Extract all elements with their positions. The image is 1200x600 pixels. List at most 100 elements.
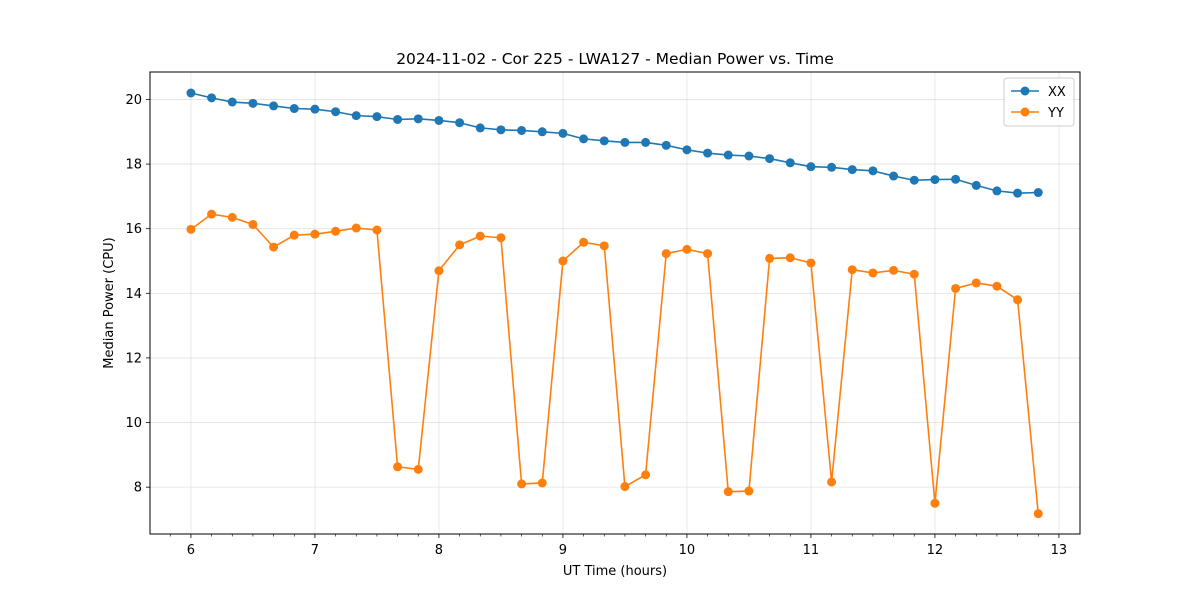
data-point-xx [703,148,713,158]
data-point-xx [475,123,485,133]
data-point-xx [434,115,444,125]
x-tick-label: 11 [803,543,820,558]
data-point-xx [827,162,837,172]
legend-marker-xx [1020,86,1030,96]
data-point-xx [207,93,217,103]
data-point-xx [227,97,237,107]
data-point-yy [992,281,1002,291]
data-point-yy [413,464,423,474]
data-point-yy [868,268,878,278]
data-point-yy [434,266,444,276]
data-point-yy [517,479,527,489]
chart-title: 2024-11-02 - Cor 225 - LWA127 - Median P… [396,50,834,68]
data-point-xx [517,125,527,135]
data-point-xx [248,98,258,108]
data-point-xx [765,154,775,164]
data-point-xx [661,140,671,150]
x-tick-label: 13 [1051,543,1068,558]
data-point-yy [723,487,733,497]
data-point-yy [682,244,692,254]
data-point-yy [455,240,465,250]
data-point-yy [847,265,857,275]
x-tick-label: 8 [435,543,443,558]
data-point-xx [455,118,465,128]
data-point-yy [971,278,981,288]
x-tick-label: 6 [187,543,195,558]
data-point-yy [827,477,837,487]
data-point-yy [641,470,651,480]
x-axis: 6 7 8 9 10 11 12 13 [169,534,1068,558]
data-point-xx [413,114,423,124]
data-point-xx [186,88,196,98]
data-point-yy [909,269,919,279]
data-point-xx [847,165,857,175]
data-point-xx [909,175,919,185]
data-point-yy [951,283,961,293]
legend-label-xx: XX [1048,85,1066,100]
legend-label-yy: YY [1047,106,1064,121]
data-point-xx [372,112,382,122]
grid [150,72,1080,534]
data-point-yy [372,225,382,235]
data-point-yy [186,224,196,234]
data-point-xx [992,186,1002,196]
data-point-yy [703,249,713,259]
data-point-yy [661,249,671,259]
data-point-xx [331,107,341,117]
data-point-yy [269,242,279,252]
data-point-xx [537,127,547,137]
x-axis-label: UT Time (hours) [563,564,667,579]
data-point-yy [765,253,775,263]
y-axis-label: Median Power (CPU) [102,237,117,368]
data-point-xx [289,104,299,114]
data-point-xx [310,104,320,114]
data-point-yy [620,482,630,492]
data-point-xx [889,171,899,181]
data-point-xx [1013,188,1023,198]
x-tick-label: 7 [311,543,319,558]
data-point-yy [207,209,217,219]
data-point-yy [393,462,403,472]
data-point-xx [951,174,961,184]
y-tick-label: 14 [125,287,142,302]
y-tick-label: 18 [125,158,142,173]
data-point-xx [269,101,279,111]
data-point-yy [558,256,568,266]
data-point-yy [289,230,299,240]
data-point-xx [599,136,609,146]
data-point-yy [496,233,506,243]
data-point-xx [641,137,651,147]
data-point-yy [744,486,754,496]
data-point-yy [537,478,547,488]
data-point-yy [1033,509,1043,519]
data-point-yy [785,253,795,263]
data-point-yy [889,265,899,275]
x-tick-label: 12 [927,543,944,558]
data-point-yy [806,258,816,268]
data-point-yy [475,231,485,241]
y-axis: 8 10 12 14 16 18 20 [125,93,150,496]
data-point-yy [579,237,589,247]
data-point-xx [682,145,692,155]
data-point-yy [331,226,341,236]
data-point-xx [868,166,878,176]
y-tick-label: 20 [125,93,142,108]
data-point-xx [723,150,733,160]
data-point-xx [620,137,630,147]
data-point-xx [558,128,568,138]
y-tick-label: 10 [125,416,142,431]
data-point-yy [248,219,258,229]
data-point-xx [1033,188,1043,198]
y-tick-label: 16 [125,222,142,237]
data-point-yy [310,229,320,239]
data-point-xx [744,151,754,161]
data-point-yy [1013,295,1023,305]
plot-frame [149,71,1081,535]
data-point-xx [971,180,981,190]
data-point-yy [227,212,237,222]
y-tick-label: 8 [134,481,142,496]
x-tick-label: 9 [559,543,567,558]
data-point-yy [351,223,361,233]
